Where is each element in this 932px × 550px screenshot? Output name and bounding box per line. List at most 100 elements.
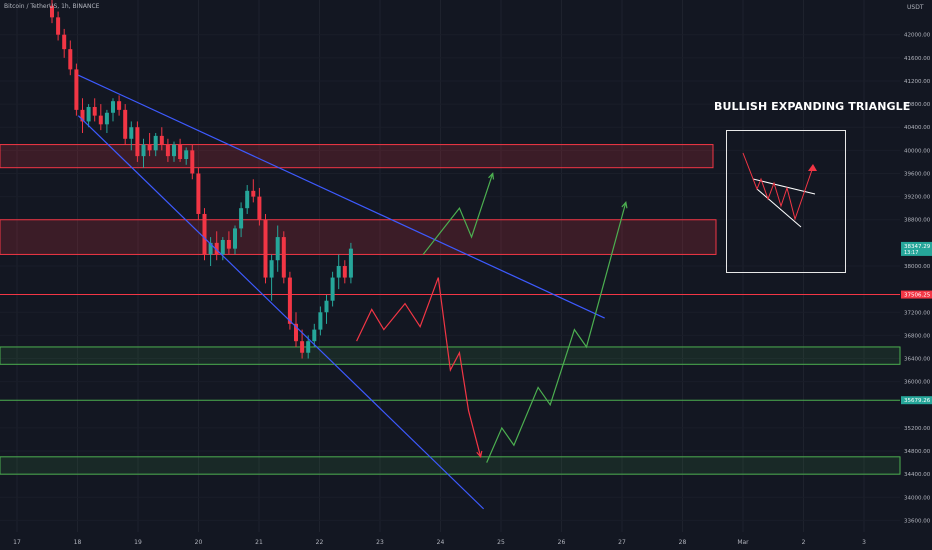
candle-body (178, 144, 183, 160)
y-tick-label: 38000.00 (904, 264, 931, 270)
candle-body (287, 277, 292, 324)
y-tick-label: 41600.00 (904, 56, 931, 62)
y-tick-label: 34400.00 (904, 472, 931, 478)
candle-body (318, 312, 323, 330)
pattern-title: BULLISH EXPANDING TRIANGLE (714, 100, 911, 113)
candle-body (153, 135, 158, 151)
candle-body (190, 150, 195, 174)
candle-body (294, 323, 298, 342)
candle-body (62, 34, 67, 50)
x-tick-label: 26 (558, 539, 566, 546)
y-tick-label: 34000.00 (904, 495, 931, 501)
candle-body (208, 242, 213, 255)
candle-body (135, 127, 140, 157)
candle-body (147, 144, 152, 151)
pattern-diagram-svg (742, 152, 817, 228)
candle-body (141, 144, 146, 157)
symbol-header[interactable]: Bitcoin / TetherUS, 1h, BINANCE (4, 3, 100, 10)
bull-projection-path (422, 173, 494, 255)
x-tick-label: 2 (802, 539, 806, 546)
resistance-zone (0, 144, 714, 169)
candle-body (245, 190, 250, 209)
candle-body (86, 106, 91, 122)
pattern-lower-line (756, 188, 802, 228)
recovery-projection-path-arrow (621, 201, 628, 209)
x-tick-label: 23 (376, 539, 384, 546)
candle-body (251, 190, 256, 197)
x-tick-label: 21 (255, 539, 263, 546)
candle-body (324, 300, 329, 313)
bull-projection-path-arrow (488, 172, 495, 180)
price-axis[interactable]: 42000.00 41600.00 41200.00 40800.00 40400.00… (904, 33, 931, 525)
y-tick-label: 37200.00 (904, 310, 931, 316)
candle-body (123, 109, 128, 139)
price-badge (901, 241, 932, 256)
candle-body (129, 127, 134, 139)
support-zone (0, 456, 901, 475)
candle-body (306, 341, 311, 353)
recovery-projection-path (486, 202, 627, 463)
price-levels (0, 294, 900, 401)
lower-trendline (77, 115, 485, 510)
y-tick-label: 34800.00 (904, 449, 931, 455)
x-tick-label: 18 (74, 539, 82, 546)
candle-body (50, 5, 54, 18)
candle-body (330, 277, 335, 301)
time-axis[interactable]: 17 18 19 20 21 22 23 24 25 26 27 28 Mar 2 3 (13, 539, 866, 546)
x-tick-label: 17 (13, 539, 21, 546)
candle-body (196, 173, 201, 214)
chart-grid (16, 0, 865, 532)
candle-body (275, 237, 280, 261)
y-tick-label: 35200.00 (904, 426, 931, 432)
candle-body (111, 101, 115, 113)
y-tick-label: 40000.00 (904, 148, 931, 154)
trendlines (77, 74, 605, 510)
candle-body (312, 329, 317, 342)
candle-body (233, 228, 237, 249)
currency-label: USDT (907, 4, 924, 11)
candle-body (269, 260, 274, 278)
x-tick-label: 19 (134, 539, 142, 546)
candle-body (348, 248, 353, 278)
candle-body (56, 17, 61, 35)
candle-body (165, 144, 170, 157)
candle-body (336, 266, 341, 278)
price-badge (901, 290, 932, 299)
pattern-diagram (726, 130, 846, 273)
candle-body (104, 112, 109, 125)
candle-body (68, 49, 73, 70)
candle-body (80, 109, 85, 122)
candle-body (202, 213, 207, 255)
price-badge-value: 37506.25 (904, 293, 931, 299)
candle-body (257, 196, 262, 220)
x-tick-label: Mar (737, 539, 749, 546)
candle-body (172, 144, 176, 157)
upper-trendline (78, 74, 605, 319)
candle-body (184, 150, 189, 160)
candle-body (342, 266, 347, 278)
bear-projection-path (356, 277, 482, 457)
pattern-arrow-head (808, 164, 817, 171)
y-tick-label: 41200.00 (904, 79, 931, 85)
price-badge-time: 13:17 (904, 250, 918, 256)
candle-body (226, 239, 231, 249)
x-tick-label: 28 (679, 539, 687, 546)
x-tick-label: 20 (195, 539, 203, 546)
price-zones (0, 144, 901, 475)
y-tick-label: 36400.00 (904, 357, 931, 363)
candle-body (117, 101, 122, 110)
y-tick-label: 39600.00 (904, 171, 931, 177)
candle-body (98, 115, 103, 125)
candle-body (263, 219, 268, 278)
candlestick-series (50, 0, 353, 359)
candle-body (281, 237, 286, 278)
y-tick-label: 42000.00 (904, 33, 931, 39)
price-badge-value: 38347.29 (904, 244, 931, 250)
y-tick-label: 33600.00 (904, 518, 931, 524)
y-tick-label: 38800.00 (904, 218, 931, 224)
y-tick-label: 40800.00 (904, 102, 931, 108)
x-tick-label: 24 (437, 539, 445, 546)
bear-projection-path-arrow (476, 450, 483, 459)
